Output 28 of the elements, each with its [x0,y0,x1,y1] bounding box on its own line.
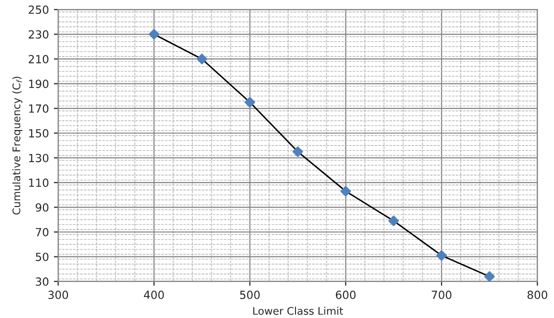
point [292,146,304,157]
y-tick-label: 210 [28,54,48,64]
point [340,186,351,197]
x-tick-label: 600 [336,290,356,300]
point [196,54,208,64]
x-tick-label: 800 [528,290,548,300]
y-tick-label: 30 [36,277,48,286]
y-axis-title: Cumulative Frequency (C$_{f}$) [12,76,22,215]
y-tick-label: 70 [36,228,48,236]
point [244,96,256,108]
y-tick-label: 110 [29,178,48,187]
y-tick-label: 150 [29,129,48,138]
y-tick-label: 130 [29,154,48,162]
y-tick-label: 250 [28,6,48,14]
x-axis-title: Lower Class Limit [253,306,344,315]
x-tick-label: 300 [48,290,68,300]
point [148,28,160,40]
y-tick-label: 50 [36,252,48,262]
y-tick-label: 190 [29,80,48,88]
point [484,271,495,282]
y-tick-label: 230 [28,30,48,39]
point [436,250,447,261]
y-tick-label: 90 [36,203,48,212]
x-tick-label: 700 [432,290,452,300]
x-tick-label: 400 [144,290,164,300]
point [388,216,399,226]
x-tick-label: 500 [240,290,260,300]
y-tick-label: 170 [29,104,48,113]
